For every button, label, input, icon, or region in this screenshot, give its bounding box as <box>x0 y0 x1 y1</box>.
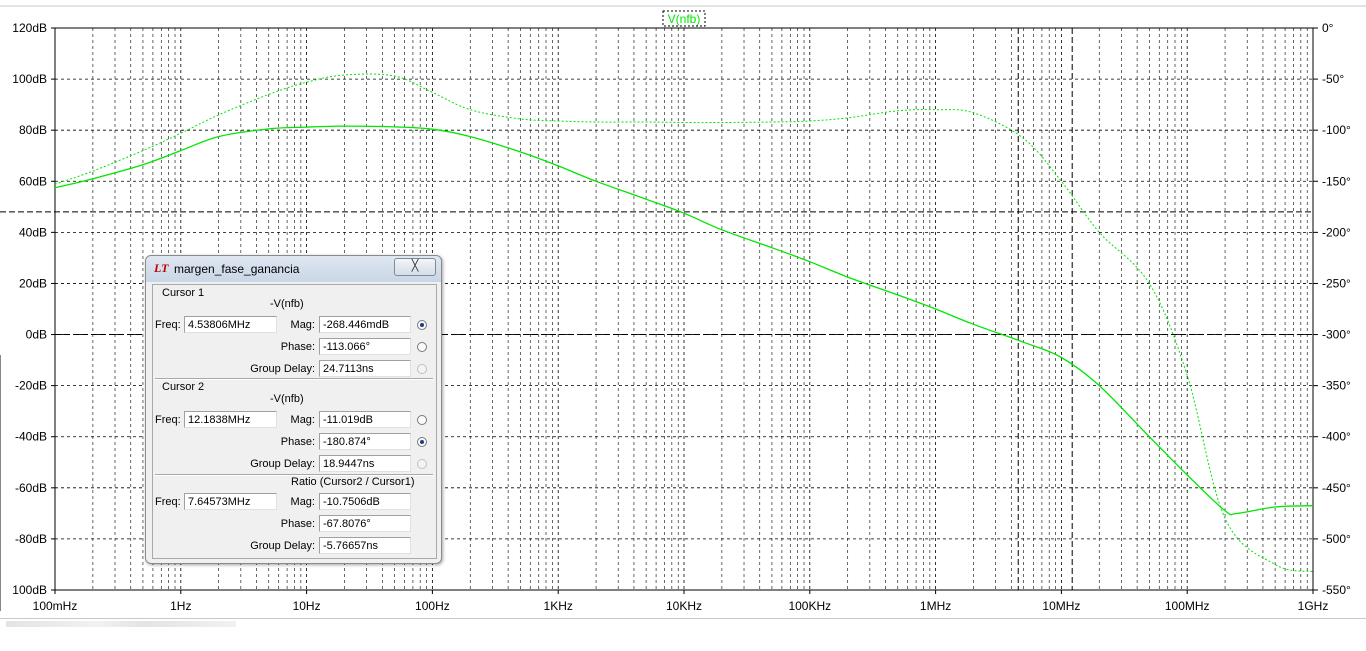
ratio-freq-label: Freq: <box>155 496 181 508</box>
cursor2-freq-label: Freq: <box>155 414 181 426</box>
cursor1-mag-label: Mag: <box>290 319 315 331</box>
cursor1-phase-radio[interactable] <box>417 342 427 352</box>
right-tick-label: -450° <box>1322 481 1351 495</box>
bottom-tick-label: 1MHz <box>920 599 951 613</box>
trace-label-text: V(nfb) <box>668 12 701 26</box>
cursor1-freq-label: Freq: <box>155 319 181 331</box>
left-tick-label: 0dB <box>26 328 47 342</box>
cursor2-mag-label: Mag: <box>290 414 315 426</box>
close-button[interactable]: ╳ <box>394 258 436 276</box>
bottom-tick-label: 10MHz <box>1042 599 1080 613</box>
dialog-title: margen_fase_ganancia <box>174 262 300 276</box>
ratio-phase-field: -67.8076° <box>319 515 411 532</box>
right-tick-label: -350° <box>1322 379 1351 393</box>
left-tick-label: 80dB <box>19 123 47 137</box>
cursor2-freq-field[interactable]: 12.1838MHz <box>184 411 277 428</box>
separator <box>155 378 433 380</box>
bottom-tick-label: 100Hz <box>415 599 450 613</box>
right-axis-ticks: 0° -50° -100° -150° -200° -250° -300° -350° -400… <box>1313 21 1351 597</box>
right-tick-label: -300° <box>1322 328 1351 342</box>
left-tick-label: -80dB <box>15 532 47 546</box>
right-tick-label: -150° <box>1322 174 1351 188</box>
cursor1-gd-field: 24.7113ns <box>319 360 411 377</box>
left-tick-label: 100dB <box>12 72 47 86</box>
left-tick-label: 40dB <box>19 225 47 239</box>
left-tick-label: 20dB <box>19 276 47 290</box>
ratio-phase-label: Phase: <box>280 518 315 530</box>
cursor1-mag-radio[interactable] <box>417 320 427 330</box>
trace-label[interactable]: V(nfb) <box>662 10 706 27</box>
cursor2-section-label: Cursor 2 <box>162 381 205 393</box>
cursor1-phase-label: Phase: <box>280 341 315 353</box>
cursor2-mag-radio[interactable] <box>417 415 427 425</box>
lt-logo-icon: LT <box>154 261 169 275</box>
cursor2-phase-radio[interactable] <box>417 437 427 447</box>
left-tick-label: 100dB <box>12 583 47 597</box>
right-tick-label: -100° <box>1322 123 1351 137</box>
right-tick-label: -500° <box>1322 532 1351 546</box>
cursor2-gd-radio[interactable] <box>417 459 427 469</box>
left-tick-label: -40dB <box>15 430 47 444</box>
cursor1-gd-label: Group Delay: <box>250 363 315 375</box>
cursor2-gd-label: Group Delay: <box>250 458 315 470</box>
cursor2-gd-field: 18.9447ns <box>319 455 411 472</box>
left-tick-label: 60dB <box>19 174 47 188</box>
right-tick-label: -400° <box>1322 430 1351 444</box>
bottom-tick-label: 1KHz <box>544 599 573 613</box>
bottom-tick-label: 100MHz <box>1165 599 1210 613</box>
ratio-section-label: Ratio (Cursor2 / Cursor1) <box>291 476 415 488</box>
dialog-body: Cursor 1 -V(nfb) Freq: 4.53806MHz Mag: -… <box>152 284 437 559</box>
cursor-dialog[interactable]: LT margen_fase_ganancia ╳ Cursor 1 -V(nf… <box>145 255 442 564</box>
phase-trace <box>54 73 1314 573</box>
ratio-mag-field: -10.7506dB <box>319 493 411 510</box>
separator <box>155 474 433 476</box>
ratio-freq-field: 7.64573MHz <box>184 493 277 510</box>
status-text-blurred <box>6 621 236 627</box>
cursor1-phase-field: -113.066° <box>319 338 411 355</box>
ratio-gd-label: Group Delay: <box>250 540 315 552</box>
bottom-tick-label: 10KHz <box>666 599 702 613</box>
left-edge-bar <box>0 355 1 611</box>
bottom-tick-label: 1GHz <box>1298 599 1329 613</box>
status-bar <box>0 618 1366 651</box>
right-tick-label: 0° <box>1322 21 1334 35</box>
magnitude-trace <box>54 125 1314 516</box>
close-icon: ╳ <box>411 260 419 272</box>
traces <box>54 73 1314 573</box>
left-tick-label: -60dB <box>15 481 47 495</box>
cursor1-gd-radio[interactable] <box>417 364 427 374</box>
cursor2-mag-field: -11.019dB <box>319 411 411 428</box>
cursor2-trace-name: -V(nfb) <box>270 393 304 405</box>
left-tick-label: 120dB <box>12 21 47 35</box>
right-tick-label: -50° <box>1322 72 1344 86</box>
right-tick-label: -550° <box>1322 583 1351 597</box>
dialog-titlebar[interactable]: LT margen_fase_ganancia ╳ <box>146 256 441 282</box>
ratio-gd-field: -5.76657ns <box>319 537 411 554</box>
cursor2-phase-label: Phase: <box>280 436 315 448</box>
ratio-mag-label: Mag: <box>290 496 315 508</box>
cursor1-trace-name: -V(nfb) <box>270 298 304 310</box>
right-tick-label: -250° <box>1322 276 1351 290</box>
trace-label-box <box>662 10 706 27</box>
right-tick-label: -200° <box>1322 225 1351 239</box>
bottom-axis-ticks: 100mHz 1Hz 10Hz 100Hz 1KHz 10KHz 100KHz 1MHz 10M… <box>33 590 1329 613</box>
cursor1-section-label: Cursor 1 <box>162 287 205 299</box>
cursor1-freq-field[interactable]: 4.53806MHz <box>184 316 277 333</box>
bottom-tick-label: 100KHz <box>788 599 831 613</box>
cursor1-mag-field: -268.446mdB <box>319 316 411 333</box>
bottom-tick-label: 10Hz <box>293 599 321 613</box>
cursor2-phase-field: -180.874° <box>319 433 411 450</box>
bottom-tick-label: 1Hz <box>170 599 191 613</box>
bottom-tick-label: 100mHz <box>33 599 78 613</box>
left-tick-label: -20dB <box>15 379 47 393</box>
left-axis-ticks: 120dB 100dB 80dB 60dB 40dB 20dB 0dB -20dB -40dB -… <box>12 21 55 597</box>
